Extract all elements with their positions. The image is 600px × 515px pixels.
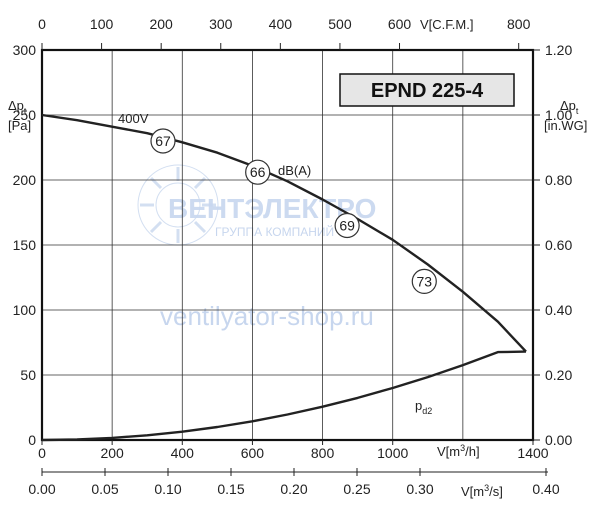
y-tick-label: 300 (13, 42, 37, 58)
x2-tick-label: 0.25 (343, 481, 370, 497)
y-axis-left-label: Δpt (8, 98, 27, 116)
y-right-tick-label: 0.40 (545, 302, 572, 318)
series-pd2-line (41, 350, 527, 442)
top-tick-label: 400 (269, 16, 293, 32)
x-tick-label: 1400 (517, 445, 548, 461)
x2-tick-label: 0.05 (91, 481, 118, 497)
sound-marker-label: 67 (155, 133, 171, 149)
watermark: ВЕНТЭЛЕКТРО ГРУППА КОМПАНИЙ ventilyator-… (137, 164, 376, 331)
sound-marker-label: 73 (416, 273, 432, 289)
pd2-label: pd2 (415, 398, 432, 416)
y-tick-label: 50 (20, 367, 36, 383)
x2-tick-label: 0.20 (280, 481, 307, 497)
x-axis-top: 0 100 200 300 400 500 600 800 (38, 16, 531, 50)
y-right-tick-label: 0.80 (545, 172, 572, 188)
y-tick-label: 100 (13, 302, 37, 318)
sound-marker-label: 66 (250, 164, 266, 180)
y-tick-label: 250 (13, 107, 37, 123)
y-axis-right-unit: [in.WG] (544, 118, 587, 133)
top-tick-label: 800 (507, 16, 531, 32)
y-axis-left-unit: [Pa] (8, 118, 31, 133)
series-label-400v: 400V (118, 111, 149, 126)
y-right-tick-label: 0.20 (545, 367, 572, 383)
sound-marker: 69 (334, 212, 360, 239)
sound-marker-circle (150, 128, 176, 154)
y-axis-right: 0.00 0.20 0.40 0.60 0.80 1.00 1.20 (533, 42, 572, 448)
x-tick-label: 600 (241, 445, 265, 461)
series-400v-line (41, 113, 527, 353)
sound-marker: 73 (411, 268, 437, 294)
x-axis-bottom-2: 0.00 0.05 0.10 0.15 0.20 0.25 0.30 0.40 (28, 468, 560, 497)
chart-title-box: EPND 225-4 (339, 73, 515, 107)
top-tick-label: 600 (388, 16, 412, 32)
sound-marker-label: 69 (339, 218, 355, 234)
sound-marker: 67 (150, 128, 176, 154)
y-axis-left: 0 50 100 150 200 250 300 (13, 42, 37, 448)
top-tick-label: 0 (38, 16, 46, 32)
y-axis-right-label: Δpt (560, 98, 579, 116)
sound-unit-label: dB(A) (278, 163, 311, 178)
x2-tick-label: 0.15 (217, 481, 244, 497)
chart-title: EPND 225-4 (371, 80, 484, 102)
sound-marker-circle (334, 212, 360, 239)
sound-marker-circle (411, 268, 437, 294)
sound-marker-circle (245, 159, 271, 185)
sound-markers: 67 66 69 73 (150, 128, 437, 294)
y-right-tick-label: 1.20 (545, 42, 572, 58)
watermark-site: ventilyator-shop.ru (160, 301, 374, 331)
y-right-tick-label: 0.00 (545, 432, 572, 448)
y-right-tick-label: 0.60 (545, 237, 572, 253)
y-tick-label: 150 (13, 237, 37, 253)
y-right-tick-label: 1.00 (545, 107, 572, 123)
y-tick-label: 200 (13, 172, 37, 188)
top-tick-label: 500 (328, 16, 352, 32)
x-tick-label: 1000 (377, 445, 408, 461)
x-axis-bottom2-label: V[m3/s] (461, 483, 503, 499)
grid (42, 50, 533, 440)
x2-tick-label: 0.10 (154, 481, 181, 497)
x-tick-label: 400 (171, 445, 195, 461)
y-tick-label: 0 (28, 432, 36, 448)
x-axis-bottom: 0 200 400 600 800 1000 1400 (38, 440, 549, 461)
x2-tick-label: 0.40 (532, 481, 559, 497)
x-tick-label: 200 (100, 445, 124, 461)
x-tick-label: 0 (38, 445, 46, 461)
top-tick-label: 300 (209, 16, 233, 32)
x-tick-label: 800 (311, 445, 335, 461)
x2-tick-label: 0.00 (28, 481, 55, 497)
x-axis-bottom-label: V[m3/h] (437, 443, 480, 459)
x-axis-top-label: V[C.F.M.] (420, 17, 473, 32)
sound-marker: 66 (245, 159, 271, 185)
watermark-tagline: ГРУППА КОМПАНИЙ (215, 224, 334, 239)
top-tick-label: 200 (149, 16, 173, 32)
x2-tick-label: 0.30 (406, 481, 433, 497)
top-tick-label: 100 (90, 16, 114, 32)
